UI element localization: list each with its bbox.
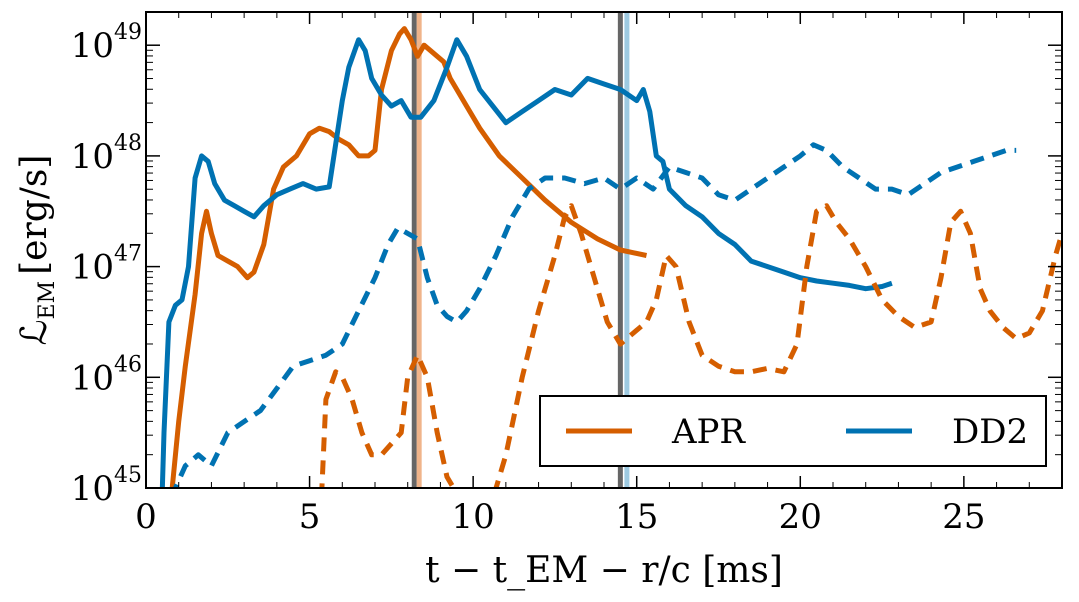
series-line-apr: [169, 26, 648, 488]
tick-labels: 0 5 10 15 20 25 1045 1046 1047 1048 1049: [71, 20, 986, 537]
y-tick-label: 1049: [71, 20, 142, 66]
x-axis-label: t − t_EM − r/c [ms]: [425, 550, 783, 591]
y-axis-label-unit: [erg/s]: [14, 155, 55, 275]
x-tick-label: 10: [452, 497, 495, 537]
y-tick-label: 1046: [71, 352, 142, 398]
series-line-dd2: [159, 37, 893, 488]
x-tick-label: 0: [135, 497, 157, 537]
data-series: [159, 26, 1062, 488]
series-line-dd2-dashed: [172, 142, 1017, 488]
y-axis-label: ℒEM [erg/s]: [14, 155, 60, 346]
y-tick-label: 1048: [71, 131, 142, 177]
series-line-apr-dashed: [319, 203, 1062, 488]
x-tick-label: 5: [299, 497, 321, 537]
x-tick-label: 15: [615, 497, 658, 537]
x-tick-label: 20: [779, 497, 822, 537]
svg-text:ℒEM[erg/s]: ℒEM [erg/s]: [14, 155, 60, 346]
y-axis-label-sub: EM: [35, 281, 60, 320]
legend-apr-label: APR: [671, 412, 746, 452]
plot-frame: [145, 11, 1063, 489]
y-axis-label-main: ℒ: [14, 319, 55, 345]
y-tick-label: 1047: [71, 242, 142, 288]
legend-dd2-label: DD2: [952, 412, 1028, 452]
y-tick-label: 1045: [71, 463, 142, 509]
legend: APR DD2: [539, 395, 1047, 467]
x-tick-label: 25: [942, 497, 985, 537]
axis-ticks: [145, 12, 1062, 489]
